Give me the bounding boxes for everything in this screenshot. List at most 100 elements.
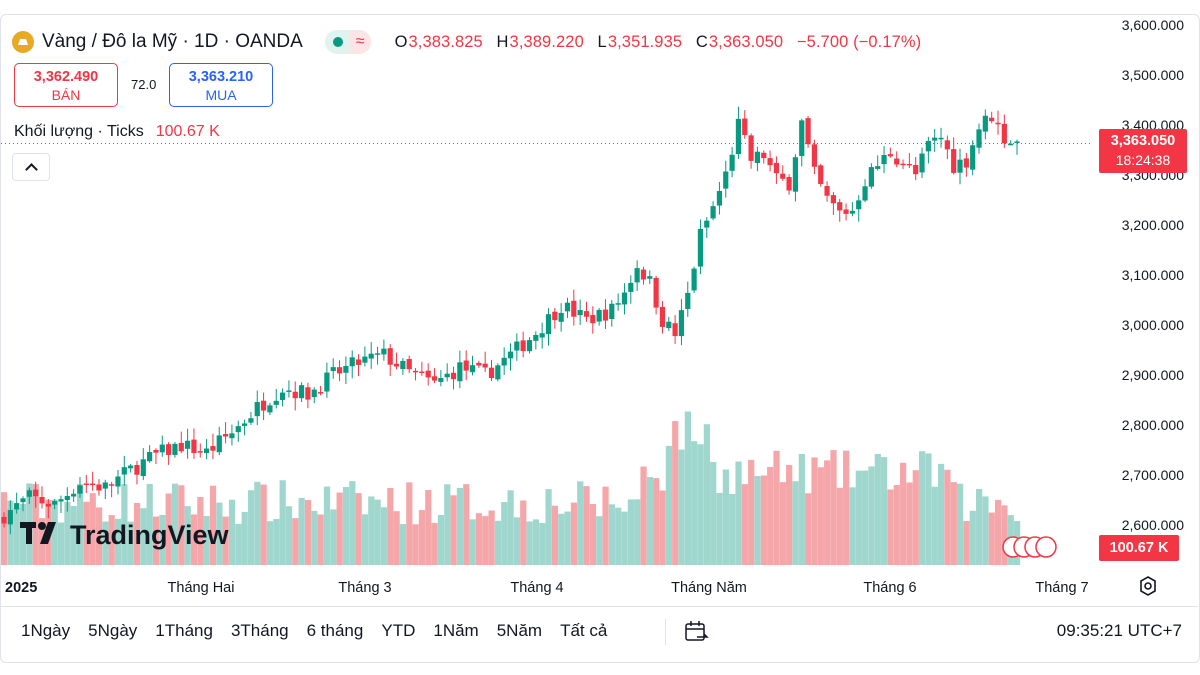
volume-bar	[773, 450, 780, 565]
volume-bar	[13, 508, 20, 565]
volume-bar	[89, 493, 96, 565]
volume-bar	[754, 475, 761, 565]
price-tick-label: 2,700.000	[1122, 467, 1184, 483]
volume-bars	[1, 411, 1021, 565]
range-button-4[interactable]: 6 tháng	[306, 621, 364, 640]
volume-bar	[741, 484, 748, 565]
candle-body	[457, 362, 463, 382]
range-button-5[interactable]: YTD	[381, 621, 416, 640]
candle-body	[216, 435, 222, 453]
collapse-legend-button[interactable]	[12, 153, 50, 181]
range-button-2[interactable]: 1Tháng	[155, 621, 213, 640]
candle-body	[938, 137, 944, 140]
candle-body	[590, 315, 596, 324]
volume-bar	[532, 519, 540, 565]
volume-bar	[361, 514, 369, 565]
buy-button[interactable]: 3,363.210 MUA	[169, 63, 273, 107]
candle-body	[336, 367, 343, 374]
volume-bar	[133, 502, 141, 565]
candle-body	[906, 163, 912, 166]
candle-body	[716, 191, 723, 206]
candle-body	[507, 351, 514, 359]
price-chart[interactable]: 3,600.0003,500.0003,400.0003,300.0003,20…	[1, 15, 1199, 621]
volume-bar	[577, 481, 584, 565]
candle-body	[260, 400, 267, 411]
market-status-pill[interactable]: ≈	[324, 30, 371, 54]
candle-body	[204, 448, 210, 454]
candle-body	[349, 357, 355, 367]
candle-body	[621, 292, 628, 305]
range-button-8[interactable]: Tất cả	[560, 621, 608, 640]
volume-bar	[988, 512, 995, 565]
calendar-range-icon[interactable]	[683, 619, 709, 645]
symbol-title[interactable]: Vàng / Đô la Mỹ · 1D · OANDA	[42, 31, 303, 52]
candle-body	[862, 186, 868, 201]
volume-bar	[982, 496, 989, 565]
candle-body	[400, 360, 406, 369]
volume-bar	[912, 470, 919, 565]
volume-bar	[501, 502, 508, 565]
high-key: H	[496, 32, 509, 51]
candle-body	[166, 444, 172, 455]
volume-bar	[450, 495, 457, 565]
candle-body	[387, 348, 393, 365]
range-button-3[interactable]: 3Tháng	[230, 621, 289, 640]
tradingview-logo[interactable]: TradingView	[20, 520, 229, 551]
candle-body	[241, 423, 248, 426]
candle-body	[286, 390, 292, 392]
volume-bar	[273, 518, 280, 565]
time-axis: 2025 Tháng Hai Tháng 3 Tháng 4 Tháng Năm Thán…	[5, 580, 1089, 596]
volume-bar	[653, 478, 660, 565]
candle-body	[634, 268, 640, 283]
volume-bar	[919, 451, 926, 565]
volume-bar	[950, 482, 957, 565]
volume-bar	[19, 503, 27, 565]
volume-bar	[691, 441, 698, 565]
volume-bar	[589, 503, 597, 565]
volume-bar	[159, 514, 166, 565]
time-tick-label: Tháng 7	[1035, 580, 1088, 596]
volume-bar	[925, 453, 932, 565]
candle-body	[248, 418, 254, 423]
range-button-7[interactable]: 5Năm	[496, 621, 543, 640]
candle-body	[412, 370, 419, 373]
volume-bar	[304, 499, 312, 565]
clock[interactable]: 09:35:21 UTC+7	[1056, 621, 1182, 640]
candle-body	[438, 377, 444, 382]
range-button-6[interactable]: 1Năm	[433, 621, 479, 640]
volume-bar	[298, 497, 305, 565]
candle-body	[222, 434, 229, 437]
candle-body	[393, 363, 400, 367]
candle-body	[691, 268, 697, 291]
candle-body	[596, 309, 602, 322]
gear-icon[interactable]	[1137, 575, 1159, 597]
candle-body	[913, 164, 919, 175]
tradingview-logo-text: TradingView	[70, 520, 229, 550]
volume-bar	[507, 490, 514, 565]
range-button-0[interactable]: 1Ngày	[21, 621, 71, 640]
candle-body	[298, 385, 305, 399]
candle-body	[514, 341, 520, 351]
low-value: 3,351.935	[607, 32, 683, 51]
volume-bar	[51, 499, 58, 565]
sell-button[interactable]: 3,362.490 BÁN	[14, 63, 118, 107]
price-axis: 3,600.0003,500.0003,400.0003,300.0003,20…	[1002, 17, 1184, 558]
candle-body	[235, 426, 241, 433]
candle-body	[368, 353, 374, 359]
volume-legend[interactable]: Khối lượng · Ticks 100.67 K	[14, 121, 220, 143]
volume-bar	[76, 484, 84, 565]
volume-bar	[836, 487, 843, 565]
candle-body	[792, 157, 799, 192]
volume-bar	[615, 507, 622, 565]
volume-bar	[349, 481, 356, 565]
volume-bar	[494, 520, 502, 565]
candle-body	[773, 162, 780, 174]
candle-body	[52, 501, 58, 505]
volume-bar	[659, 490, 666, 565]
candle-body	[944, 140, 950, 150]
volume-bar	[697, 444, 704, 565]
volume-bar	[190, 514, 198, 565]
range-button-1[interactable]: 5Ngày	[88, 621, 138, 640]
volume-value: 100.67 K	[155, 123, 220, 140]
candle-body	[488, 367, 495, 378]
